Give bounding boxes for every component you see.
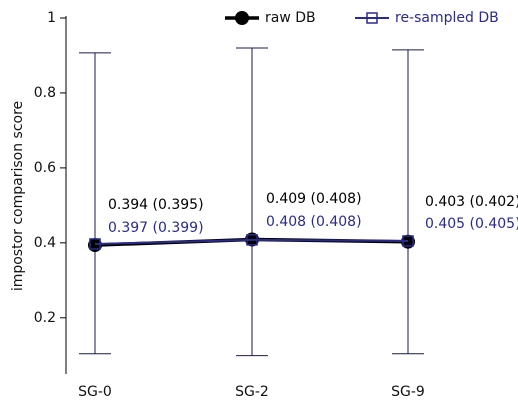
annotation: 0.394 (0.395) bbox=[108, 197, 204, 213]
legend-label: re-sampled DB bbox=[395, 10, 499, 26]
x-tick-label: SG-0 bbox=[78, 384, 112, 400]
annotation: 0.409 (0.408) bbox=[266, 191, 362, 207]
y-axis-label: impostor comparison score bbox=[10, 101, 26, 291]
line bbox=[94, 238, 409, 245]
marker bbox=[401, 234, 415, 249]
legend-label: raw DB bbox=[265, 10, 316, 26]
marker bbox=[402, 235, 414, 247]
annotation: 0.397 (0.399) bbox=[108, 220, 204, 236]
y-tick-label: 0.2 bbox=[34, 310, 56, 326]
annotation: 0.405 (0.405) bbox=[425, 216, 518, 232]
marker bbox=[89, 238, 101, 250]
annotation: 0.408 (0.408) bbox=[266, 214, 362, 230]
marker bbox=[246, 234, 258, 246]
legend-marker bbox=[366, 12, 378, 24]
y-tick-label: 1 bbox=[47, 10, 56, 26]
legend-marker bbox=[235, 11, 249, 25]
x-tick-label: SG-2 bbox=[235, 384, 269, 400]
x-tick-label: SG-9 bbox=[391, 384, 425, 400]
y-tick-label: 0.6 bbox=[34, 160, 56, 176]
annotation: 0.403 (0.402) bbox=[425, 194, 518, 210]
y-tick-label: 0.8 bbox=[34, 85, 56, 101]
y-tick-label: 0.4 bbox=[34, 235, 56, 251]
